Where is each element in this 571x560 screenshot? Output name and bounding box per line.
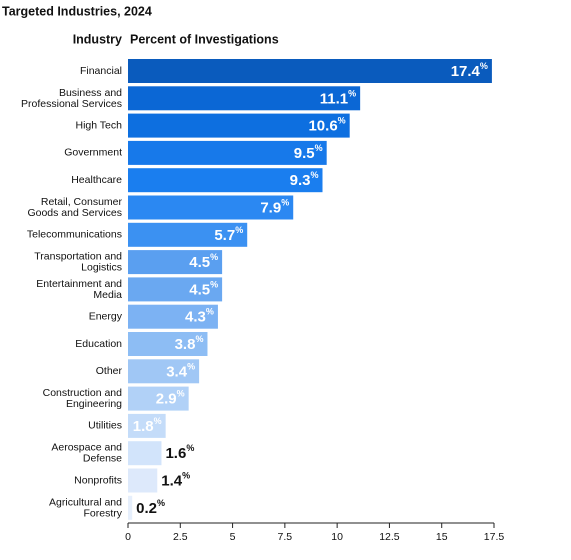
y-tick-label: Agricultural and Forestry: [49, 496, 123, 519]
value-label: 9.5%: [294, 143, 323, 162]
x-tick-label: 12.5: [379, 531, 400, 543]
y-axis-label: Industry: [73, 32, 122, 46]
bar: [128, 195, 294, 220]
x-tick-label: 7.5: [278, 531, 293, 543]
bar: [128, 468, 158, 493]
value-label: 4.5%: [189, 280, 218, 299]
y-tick-label: Energy: [89, 310, 123, 322]
value-label: 9.3%: [290, 171, 319, 190]
bar: [128, 168, 323, 193]
bar: [128, 332, 208, 356]
y-tick-label: Education: [75, 338, 122, 350]
x-tick-label: 0: [125, 531, 131, 543]
bar: [128, 113, 350, 138]
chart-title: Targeted Industries, 2024: [2, 4, 152, 18]
value-label: 2.9%: [156, 389, 185, 408]
value-label: 10.6%: [308, 116, 345, 135]
bar: [128, 277, 223, 302]
value-label: 1.6%: [165, 444, 194, 463]
value-label: 17.4%: [451, 61, 488, 80]
y-tick-label: Utilities: [88, 420, 122, 432]
y-tick-label: Nonprofits: [74, 474, 122, 486]
value-label: 11.1%: [320, 89, 356, 108]
bar: [128, 495, 133, 520]
x-tick-label: 15: [436, 531, 448, 543]
x-tick-label: 5: [230, 531, 236, 543]
y-tick-label: Other: [96, 365, 123, 377]
value-label: 3.8%: [175, 334, 204, 353]
value-label: 3.4%: [166, 362, 195, 381]
y-tick-label: Healthcare: [71, 174, 122, 186]
bar: [128, 222, 248, 247]
value-label: 4.5%: [189, 252, 218, 271]
y-tick-label: Telecommunications: [27, 229, 122, 241]
bar: [128, 59, 492, 83]
y-tick-label: Government: [64, 147, 122, 159]
value-label: 7.9%: [260, 198, 289, 217]
value-label: 0.2%: [136, 498, 165, 517]
value-label: 1.4%: [161, 471, 190, 490]
value-label: 1.8%: [133, 416, 162, 435]
bar: [128, 304, 218, 329]
y-tick-label: Business and Professional Services: [21, 87, 122, 110]
x-tick-label: 10: [331, 531, 343, 543]
y-tick-label: High Tech: [75, 119, 122, 131]
bar: [128, 250, 223, 275]
bar: [128, 441, 162, 466]
y-tick-label: Transportation and Logistics: [34, 250, 122, 273]
y-tick-label: Financial: [80, 65, 122, 77]
bar: [128, 140, 327, 165]
y-tick-label: Entertainment and Media: [36, 278, 122, 301]
y-tick-label: Aerospace and Defense: [51, 441, 122, 464]
x-tick-label: 17.5: [484, 531, 505, 543]
bar: [128, 86, 361, 111]
y-tick-label: Retail, Consumer Goods and Services: [27, 196, 122, 219]
value-label: 4.3%: [185, 307, 214, 326]
x-tick-label: 2.5: [173, 531, 188, 543]
value-label: 5.7%: [214, 225, 243, 244]
bar: [128, 386, 189, 411]
bar: [128, 359, 200, 384]
y-tick-label: Construction and Engineering: [43, 387, 123, 410]
bar: [128, 413, 166, 438]
x-axis-label: Percent of Investigations: [130, 32, 279, 46]
